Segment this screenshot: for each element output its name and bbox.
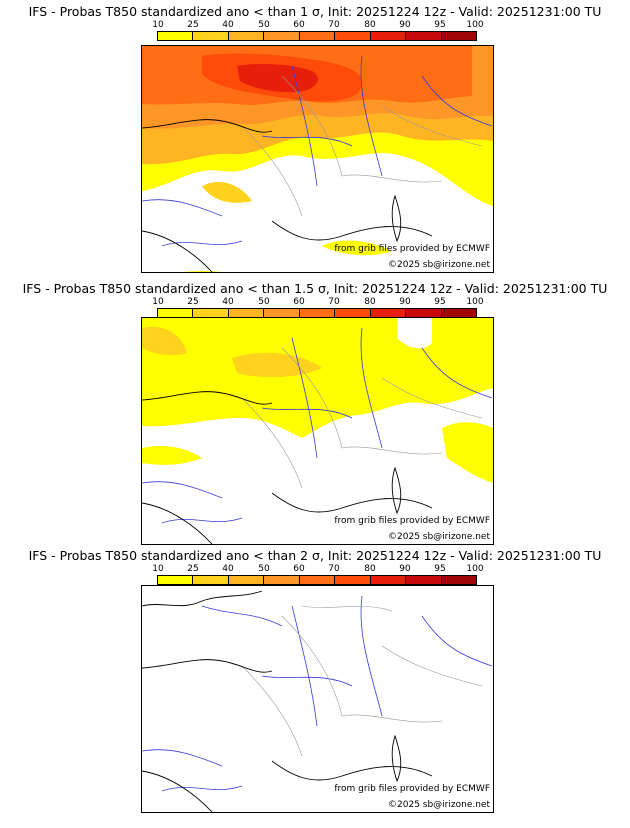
- colorbar-swatch: [335, 576, 371, 584]
- colorbar-swatch: [441, 32, 476, 40]
- colorbar-swatch: [299, 576, 336, 584]
- colorbar-swatch: [158, 32, 194, 40]
- colorbar-tick: 90: [399, 297, 411, 307]
- colorbar-tick: 25: [187, 564, 199, 574]
- colorbar-swatch: [158, 309, 194, 317]
- colorbar-tick: 95: [434, 564, 446, 574]
- colorbar-tick: 95: [434, 297, 446, 307]
- colorbar-tick: 70: [328, 297, 340, 307]
- colorbar-ticks: 10 25 40 50 60 70 80 90 95 100: [0, 20, 630, 30]
- colorbar-tick: 95: [434, 20, 446, 30]
- colorbar-swatch: [193, 576, 229, 584]
- colorbar-tick: 70: [328, 20, 340, 30]
- colorbar-swatch: [158, 576, 194, 584]
- colorbar-tick: 40: [222, 20, 234, 30]
- map-canvas: [142, 46, 493, 272]
- colorbar-tick: 60: [293, 564, 305, 574]
- colorbar-swatch: [228, 32, 265, 40]
- colorbar-tick: 80: [364, 20, 376, 30]
- colorbar-tick: 50: [258, 20, 270, 30]
- colorbar-swatch: [193, 309, 229, 317]
- colorbar-tick: 100: [466, 20, 484, 30]
- colorbar-swatch: [335, 32, 371, 40]
- colorbar-swatch: [335, 309, 371, 317]
- colorbar-tick: 40: [222, 297, 234, 307]
- source-credit: from grib files provided by ECMWF: [334, 784, 490, 794]
- colorbar: [157, 31, 477, 41]
- panel-title: IFS - Probas T850 standardized ano < tha…: [22, 281, 608, 296]
- colorbar-ticks: 10 25 40 50 60 70 80 90 95 100: [0, 564, 630, 574]
- colorbar-tick: 90: [399, 20, 411, 30]
- colorbar-swatch: [228, 309, 265, 317]
- panel-title: IFS - Probas T850 standardized ano < tha…: [28, 4, 602, 19]
- colorbar-tick: 50: [258, 297, 270, 307]
- colorbar-swatch: [370, 32, 407, 40]
- source-credit: from grib files provided by ECMWF: [334, 244, 490, 254]
- colorbar-tick: 50: [258, 564, 270, 574]
- colorbar-swatch: [441, 309, 476, 317]
- colorbar-tick: 10: [152, 20, 164, 30]
- colorbar-tick: 10: [152, 297, 164, 307]
- colorbar-swatch: [193, 32, 229, 40]
- colorbar-tick: 80: [364, 564, 376, 574]
- colorbar-swatch: [299, 309, 336, 317]
- colorbar-tick: 25: [187, 20, 199, 30]
- colorbar-tick: 80: [364, 297, 376, 307]
- probability-map: from grib files provided by ECMWF ©2025 …: [141, 585, 494, 813]
- colorbar-tick: 60: [293, 20, 305, 30]
- colorbar-swatch: [228, 576, 265, 584]
- colorbar-tick: 60: [293, 297, 305, 307]
- colorbar-tick: 25: [187, 297, 199, 307]
- colorbar-swatch: [441, 576, 476, 584]
- colorbar-tick: 10: [152, 564, 164, 574]
- probability-map: from grib files provided by ECMWF ©2025 …: [141, 317, 494, 545]
- colorbar-swatch: [370, 576, 407, 584]
- colorbar-swatch: [406, 576, 442, 584]
- map-panel-1: IFS - Probas T850 standardized ano < tha…: [0, 4, 630, 276]
- colorbar-ticks: 10 25 40 50 60 70 80 90 95 100: [0, 297, 630, 307]
- colorbar-swatch: [370, 309, 407, 317]
- colorbar-tick: 100: [466, 564, 484, 574]
- map-panel-2: IFS - Probas T850 standardized ano < tha…: [0, 281, 630, 546]
- colorbar-tick: 70: [328, 564, 340, 574]
- colorbar-swatch: [264, 309, 300, 317]
- source-credit: from grib files provided by ECMWF: [334, 516, 490, 526]
- probability-map: from grib files provided by ECMWF ©2025 …: [141, 45, 494, 273]
- colorbar-tick: 90: [399, 564, 411, 574]
- colorbar: [157, 575, 477, 585]
- copyright-credit: ©2025 sb@irizone.net: [388, 532, 490, 542]
- map-panel-3: IFS - Probas T850 standardized ano < tha…: [0, 548, 630, 823]
- colorbar-swatch: [264, 576, 300, 584]
- copyright-credit: ©2025 sb@irizone.net: [388, 800, 490, 810]
- panel-title: IFS - Probas T850 standardized ano < tha…: [28, 548, 602, 563]
- colorbar-tick: 40: [222, 564, 234, 574]
- colorbar-swatch: [299, 32, 336, 40]
- copyright-credit: ©2025 sb@irizone.net: [388, 260, 490, 270]
- map-canvas: [142, 590, 493, 812]
- colorbar-tick: 100: [466, 297, 484, 307]
- colorbar-swatch: [406, 32, 442, 40]
- map-canvas: [142, 318, 493, 544]
- colorbar-swatch: [264, 32, 300, 40]
- colorbar-swatch: [406, 309, 442, 317]
